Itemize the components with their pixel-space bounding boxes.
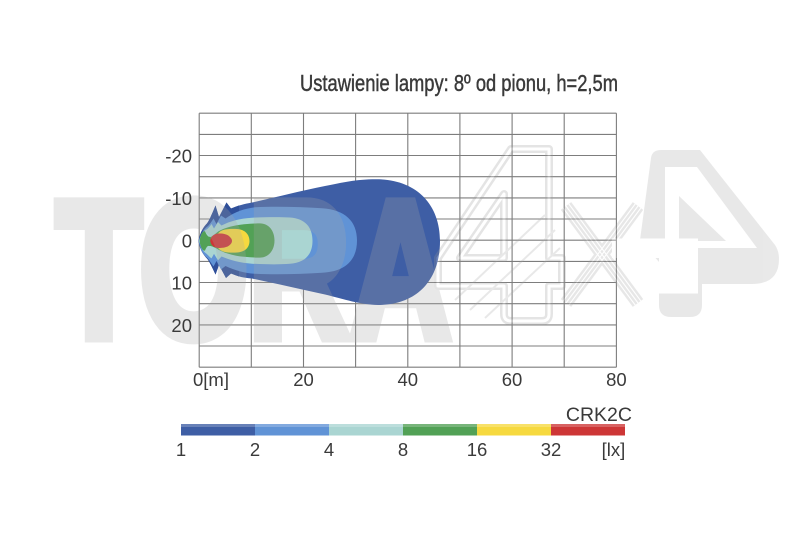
svg-text:0: 0 (182, 230, 192, 251)
svg-text:TORA: TORA (56, 161, 451, 379)
svg-text:40: 40 (398, 369, 419, 390)
svg-text:10: 10 (171, 273, 192, 294)
svg-text:8: 8 (398, 439, 408, 460)
svg-text:-20: -20 (165, 146, 192, 167)
svg-text:32: 32 (541, 439, 562, 460)
svg-text:20: 20 (293, 369, 314, 390)
svg-text:Ustawienie lampy: 8º od pionu,: Ustawienie lampy: 8º od pionu, h=2,5m (300, 70, 618, 96)
svg-text:0[m]: 0[m] (193, 369, 229, 390)
svg-text:-10: -10 (165, 188, 192, 209)
svg-text:60: 60 (502, 369, 523, 390)
svg-text:CRK2C: CRK2C (566, 404, 632, 426)
svg-text:[lx]: [lx] (602, 439, 626, 460)
svg-text:1: 1 (176, 439, 186, 460)
svg-text:20: 20 (171, 315, 192, 336)
svg-text:2: 2 (250, 439, 260, 460)
svg-text:16: 16 (467, 439, 488, 460)
svg-text:4: 4 (324, 439, 334, 460)
svg-text:80: 80 (606, 369, 627, 390)
